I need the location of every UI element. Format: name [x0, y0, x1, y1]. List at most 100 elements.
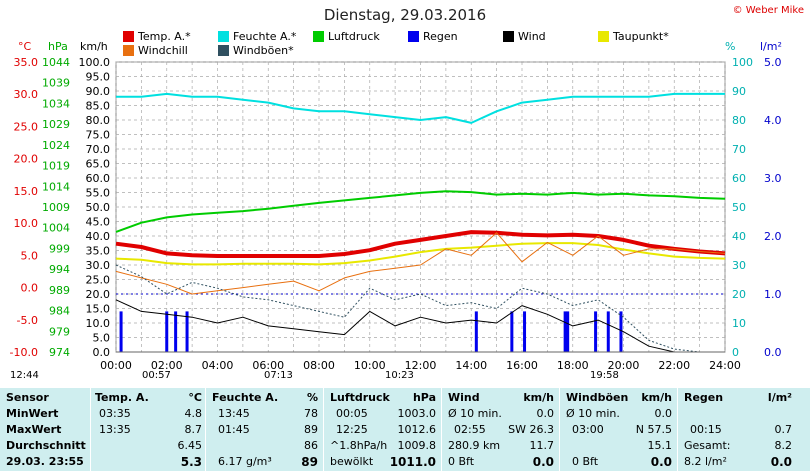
legend-swatch	[218, 31, 229, 42]
temp-unit: °C	[188, 391, 202, 404]
feuchte-abs-humidity: 6.17 g/m³	[218, 455, 272, 468]
stats-col-wind: Wind km/h Ø 10 min. 0.0 02:55 SW 26.3 280.9…	[441, 388, 560, 471]
hpa-tick-label: 1034	[42, 97, 70, 110]
wind-run: 280.9 km	[448, 439, 501, 452]
kmh-tick-label: 35.0	[86, 245, 111, 258]
wind-unit: km/h	[523, 391, 554, 404]
kmh-tick-label: 25.0	[86, 274, 111, 287]
pct-tick-label: 70	[732, 143, 746, 156]
copyright: © Weber Mike	[732, 5, 804, 16]
legend-item: Regen	[408, 30, 458, 43]
temp-max-time: 13:35	[99, 423, 131, 436]
temp-tick-label: 0.0	[21, 282, 39, 295]
pct-tick-label: 30	[732, 259, 746, 272]
legend: Temp. A.* Feuchte A.* Luftdruck Regen Wi…	[120, 30, 680, 60]
x-tick-label: 10:00	[354, 359, 386, 372]
feuchte-min-time: 13:45	[218, 407, 250, 420]
sunset-time: 19:58	[590, 370, 619, 381]
rain-bar	[165, 311, 169, 352]
legend-swatch	[123, 45, 134, 56]
kmh-tick-label: 60.0	[86, 172, 111, 185]
windboeen-header: Windböen	[566, 391, 629, 404]
rain-bar	[119, 311, 123, 352]
legend-swatch	[218, 45, 229, 56]
kmh-tick-label: 100.0	[79, 56, 111, 69]
chart-title: Dienstag, 29.03.2016	[323, 6, 487, 24]
temp-tick-label: 30.0	[14, 88, 39, 101]
windboeen-max-time: 03:00	[572, 423, 604, 436]
hpa-tick-label: 1029	[42, 118, 70, 131]
windboeen-unit: km/h	[641, 391, 672, 404]
stats-col-windboeen: Windböen km/h Ø 10 min. 0.0 03:00 N 57.5 15…	[559, 388, 678, 471]
windboeen-now-value: 0.0	[650, 455, 672, 469]
hpa-tick-label: 1019	[42, 160, 70, 173]
feuchte-header: Feuchte A.	[212, 391, 279, 404]
hpa-tick-label: 984	[49, 305, 70, 318]
kmh-tick-label: 55.0	[86, 187, 111, 200]
wind-avg-value: 11.7	[529, 439, 555, 452]
kmh-tick-label: 20.0	[86, 288, 111, 301]
stats-table: Sensor MinWert MaxWert Durchschnitt 29.0…	[0, 388, 810, 471]
luftdruck-trend: ^1.8hPa/h	[330, 439, 388, 452]
wind-max-value: SW 26.3	[508, 423, 554, 436]
temp-tick-label: -10.0	[10, 346, 38, 359]
sunrise-time: 07:13	[264, 370, 293, 381]
rain-tick-label: 1.0	[764, 288, 782, 301]
regen-total-value: 8.2	[774, 439, 793, 452]
legend-label: Windböen*	[233, 44, 294, 57]
temp-axis-unit: °C	[18, 40, 32, 53]
luftdruck-avg-value: 1009.8	[397, 439, 437, 452]
kmh-tick-label: 50.0	[86, 201, 111, 214]
rain-bar	[185, 311, 189, 352]
x-tick-label: 22:00	[658, 359, 690, 372]
windboeen-avg10-label: Ø 10 min.	[566, 407, 620, 420]
legend-label: Luftdruck	[328, 30, 380, 43]
stats-sensor-header: Sensor	[6, 391, 49, 404]
kmh-axis-unit: km/h	[80, 40, 108, 53]
rain-bar	[510, 311, 514, 352]
legend-label: Regen	[423, 30, 458, 43]
series-line-windben	[115, 264, 725, 353]
x-tick-label: 16:00	[506, 359, 538, 372]
stats-col-regen: Regen l/m² 00:15 0.7 Gesamt: 8.2 8.2 l/m² 0.…	[677, 388, 796, 471]
pct-axis-unit: %	[725, 40, 736, 53]
temp-tick-label: 5.0	[21, 249, 39, 262]
temp-avg-value: 6.45	[177, 439, 203, 452]
temp-tick-label: 10.0	[14, 217, 39, 230]
series-line-feuchtea	[116, 92, 725, 124]
legend-swatch	[408, 31, 419, 42]
hpa-tick-label: 1039	[42, 77, 70, 90]
stats-col-sensor: Sensor MinWert MaxWert Durchschnitt 29.0…	[0, 388, 90, 471]
legend-swatch	[123, 31, 134, 42]
temp-min-value: 4.8	[184, 407, 203, 420]
windboeen-avg10-value: 0.0	[654, 407, 673, 420]
regen-now-value: 0.0	[770, 455, 792, 469]
feuchte-unit: %	[306, 391, 318, 404]
moonset-time: 10:23	[385, 370, 414, 381]
kmh-tick-label: 90.0	[86, 85, 111, 98]
wind-avg10-value: 0.0	[536, 407, 555, 420]
temp-tick-label: 25.0	[14, 120, 39, 133]
pct-tick-label: 0	[732, 346, 739, 359]
legend-swatch	[598, 31, 609, 42]
kmh-tick-label: 45.0	[86, 216, 111, 229]
kmh-tick-label: 40.0	[86, 230, 111, 243]
rain-bar	[563, 311, 567, 352]
series-line-tempa	[115, 230, 726, 258]
feuchte-avg-value: 86	[304, 439, 318, 452]
pct-tick-label: 40	[732, 230, 746, 243]
temp-min-time: 03:35	[99, 407, 131, 420]
legend-item: Temp. A.*	[123, 30, 191, 43]
regen-unit: l/m²	[767, 391, 792, 404]
feuchte-max-time: 01:45	[218, 423, 250, 436]
regen-sum: 8.2 l/m²	[684, 455, 727, 468]
kmh-tick-label: 5.0	[93, 332, 111, 345]
regen-header: Regen	[684, 391, 724, 404]
wind-max-time: 02:55	[454, 423, 486, 436]
temp-header: Temp. A.	[95, 391, 149, 404]
luftdruck-max-value: 1012.6	[397, 423, 437, 436]
wind-avg10-label: Ø 10 min.	[448, 407, 502, 420]
legend-item: Luftdruck	[313, 30, 380, 43]
luftdruck-forecast: bewölkt	[330, 455, 374, 468]
legend-item: Taupunkt*	[598, 30, 669, 43]
